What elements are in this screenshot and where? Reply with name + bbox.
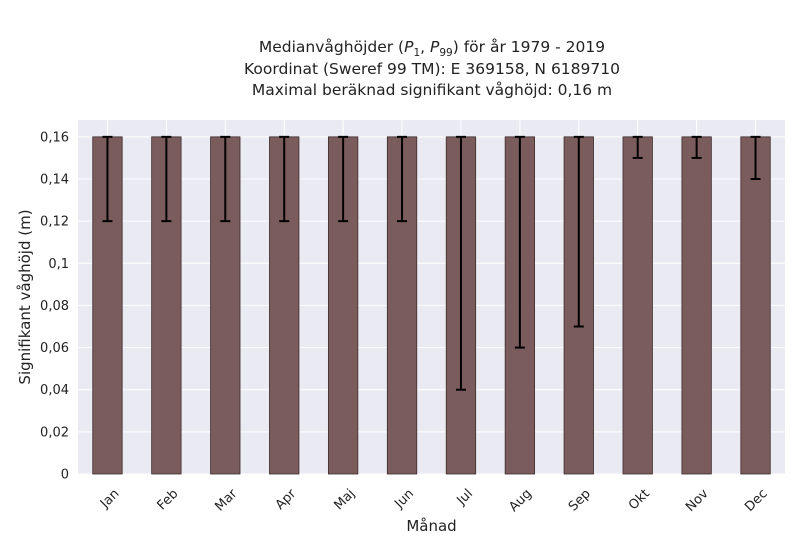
title-suffix: ) för år 1979 - 2019	[453, 38, 605, 56]
y-tick-label: 0,02	[40, 425, 69, 440]
x-tick-label: Mar	[212, 486, 240, 514]
error-bar-nov	[691, 135, 702, 159]
plot-area	[78, 120, 785, 474]
y-tick-label: 0	[61, 468, 69, 483]
x-axis-label: Månad	[406, 517, 456, 535]
bar-nov	[681, 136, 712, 475]
x-tick-label: Maj	[331, 486, 358, 513]
x-tick-label: Apr	[273, 486, 300, 513]
title-p99-sub: 99	[439, 47, 452, 59]
error-bar-maj	[338, 135, 349, 223]
error-bar-feb	[161, 135, 172, 223]
y-tick-labels: 0 0,02 0,04 0,06 0,08 0,1 0,12 0,14 0,16	[40, 130, 69, 482]
bar-okt	[622, 136, 653, 475]
error-bar-sep	[573, 135, 584, 328]
error-bar-aug	[514, 135, 525, 349]
error-bar-apr	[279, 135, 290, 223]
y-axis-label: Signifikant våghöjd (m)	[16, 209, 34, 384]
error-bar-mar	[220, 135, 231, 223]
x-tick-label: Jan	[97, 486, 122, 511]
y-tick-label: 0,14	[40, 173, 69, 188]
y-tick-label: 0,12	[40, 215, 69, 230]
error-bar-jan	[102, 135, 113, 223]
chart-title-line-2: Koordinat (Sweref 99 TM): E 369158, N 61…	[244, 60, 620, 78]
chart-title: Medianvåghöjder (P1, P99) för år 1979 - …	[244, 38, 620, 99]
x-tick-label: Sep	[566, 486, 594, 514]
y-tick-label: 0,06	[40, 341, 69, 356]
x-tick-label: Jul	[454, 486, 476, 508]
x-tick-label: Aug	[506, 486, 535, 515]
y-tick-label: 0,16	[40, 130, 69, 145]
error-bar-jul	[455, 135, 466, 391]
x-tick-label: Nov	[683, 486, 712, 515]
title-prefix: Medianvåghöjder (	[259, 38, 404, 56]
title-separator: ,	[420, 38, 430, 56]
title-p1-sub: 1	[413, 47, 420, 59]
title-p1: P	[404, 38, 414, 56]
x-tick-label: Okt	[626, 486, 653, 513]
y-tick-label: 0,04	[40, 383, 69, 398]
error-bar-jun	[397, 135, 408, 223]
chart-title-line-3: Maximal beräknad signifikant våghöjd: 0,…	[252, 81, 612, 99]
error-bars	[102, 135, 761, 391]
x-tick-labels: Jan Feb Mar Apr Maj Jun Jul Aug Sep Okt Nov Dec	[97, 486, 771, 515]
y-tick-label: 0,1	[48, 257, 69, 272]
title-p99: P	[430, 38, 440, 56]
chart-title-line-1: Medianvåghöjder (P1, P99) för år 1979 - …	[259, 38, 605, 59]
bar-apr	[269, 136, 300, 475]
x-tick-label: Jun	[391, 486, 417, 512]
bar-dec	[740, 136, 771, 475]
error-bar-okt	[632, 135, 643, 159]
y-tick-label: 0,08	[40, 299, 69, 314]
x-tick-label: Dec	[742, 486, 770, 514]
x-tick-label: Feb	[155, 486, 182, 513]
error-bar-dec	[750, 135, 761, 180]
